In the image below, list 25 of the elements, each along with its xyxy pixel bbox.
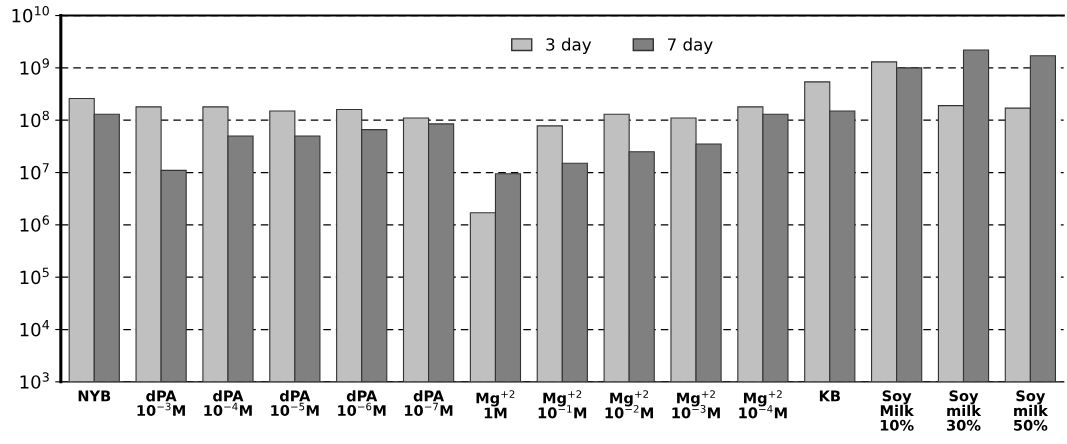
category-label: Mg$^{+2}$ 10$^{−2}$M	[605, 390, 653, 419]
x-tick-label: dPA 10$^{−5}$M	[271, 390, 319, 417]
x-tick-label: Mg$^{+2}$ 1M	[476, 390, 515, 419]
category-label: Mg$^{+2}$ 10$^{−4}$M	[739, 390, 787, 419]
x-tick-label: dPA 10$^{−3}$M	[137, 390, 185, 417]
x-tick-label: Soy milk 50%	[1014, 390, 1049, 431]
x-tick-label: dPA 10$^{−7}$M	[404, 390, 453, 417]
x-tick-label: NYB	[78, 390, 111, 402]
x-tick-label: Soy Milk 10%	[880, 390, 915, 431]
x-tick-label: KB	[819, 390, 840, 402]
x-tick-label: dPA 10$^{−4}$M	[204, 390, 252, 417]
category-label: Mg$^{+2}$ 10$^{−3}$M	[672, 390, 720, 419]
legend-label: 3 day	[546, 37, 592, 54]
y-tick-label: 10$^{3}$	[20, 372, 49, 389]
x-tick-label: dPA 10$^{−6}$M	[338, 390, 386, 417]
y-tick-label: 10$^{7}$	[20, 163, 49, 180]
y-tick-label: 10$^{4}$	[20, 320, 50, 337]
y-tick-label: 10$^{8}$	[20, 110, 49, 128]
category-label: Mg$^{+2}$ 10$^{−1}$M	[538, 390, 587, 419]
y-tick-label: 10$^{9}$	[20, 58, 49, 75]
legend-label: 7 day	[667, 37, 713, 54]
x-tick-label: Soy milk 30%	[947, 390, 982, 431]
y-tick-label: 10$^{6}$	[20, 215, 50, 232]
y-tick-label: 10$^{5}$	[20, 267, 49, 285]
y-tick-label: 10$^{10}$	[12, 5, 49, 23]
